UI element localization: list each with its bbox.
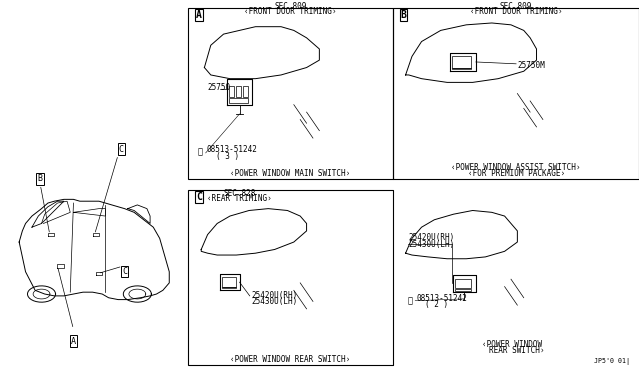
Bar	[188, 190, 393, 365]
Bar	[393, 8, 639, 179]
Text: ‹FRONT DOOR TRIMING›: ‹FRONT DOOR TRIMING›	[244, 7, 337, 16]
Text: C: C	[122, 267, 127, 276]
Bar	[452, 57, 472, 68]
Text: 25420U(RH): 25420U(RH)	[409, 233, 455, 242]
Text: 08513-51242: 08513-51242	[417, 294, 467, 303]
Text: SEC.809: SEC.809	[500, 2, 532, 11]
Bar	[188, 8, 393, 179]
Text: 25750: 25750	[207, 83, 230, 92]
Text: B: B	[38, 174, 43, 183]
Text: ‹POWER WINDOW MAIN SWITCH›: ‹POWER WINDOW MAIN SWITCH›	[230, 169, 351, 178]
Text: C: C	[196, 192, 202, 202]
Bar	[456, 289, 472, 291]
Text: SEC.809: SEC.809	[275, 2, 307, 11]
Bar	[452, 68, 472, 70]
Text: JP5'0 01|: JP5'0 01|	[594, 358, 630, 365]
Text: ‹FRONT DOOR TRIMING›: ‹FRONT DOOR TRIMING›	[470, 7, 563, 16]
Text: ‹REAR TRIMING›: ‹REAR TRIMING›	[207, 194, 272, 203]
Text: ‹POWER WINDOW ASSIST SWITCH›: ‹POWER WINDOW ASSIST SWITCH›	[451, 163, 581, 171]
Text: A: A	[71, 337, 76, 346]
Bar	[456, 279, 472, 288]
Text: 25420U(RH): 25420U(RH)	[251, 291, 297, 300]
Text: 25750M: 25750M	[517, 61, 545, 70]
Text: 08513-51242: 08513-51242	[206, 145, 257, 154]
Bar	[228, 98, 248, 103]
Text: ( 2 ): ( 2 )	[425, 300, 448, 309]
Bar	[236, 86, 241, 97]
Bar	[222, 286, 236, 288]
Bar	[243, 86, 248, 97]
Text: 25430U(LH): 25430U(LH)	[251, 297, 297, 306]
Text: ‹POWER WINDOW: ‹POWER WINDOW	[482, 340, 542, 349]
Text: ‹POWER WINDOW REAR SWITCH›: ‹POWER WINDOW REAR SWITCH›	[230, 355, 351, 363]
Text: REAR SWITCH›: REAR SWITCH›	[488, 346, 544, 355]
Text: SEC.828: SEC.828	[223, 189, 256, 198]
Text: ‹FOR PREMIUM PACKAGE›: ‹FOR PREMIUM PACKAGE›	[468, 169, 564, 178]
Text: Ⓢ: Ⓢ	[198, 148, 203, 157]
Bar	[228, 86, 234, 97]
Text: B: B	[401, 10, 406, 20]
Text: C: C	[119, 145, 124, 154]
Text: 25430U(LH): 25430U(LH)	[409, 240, 455, 248]
Text: A: A	[196, 10, 202, 20]
Text: Ⓢ: Ⓢ	[408, 296, 413, 305]
Bar	[222, 277, 236, 286]
Text: ( 3 ): ( 3 )	[216, 151, 239, 160]
